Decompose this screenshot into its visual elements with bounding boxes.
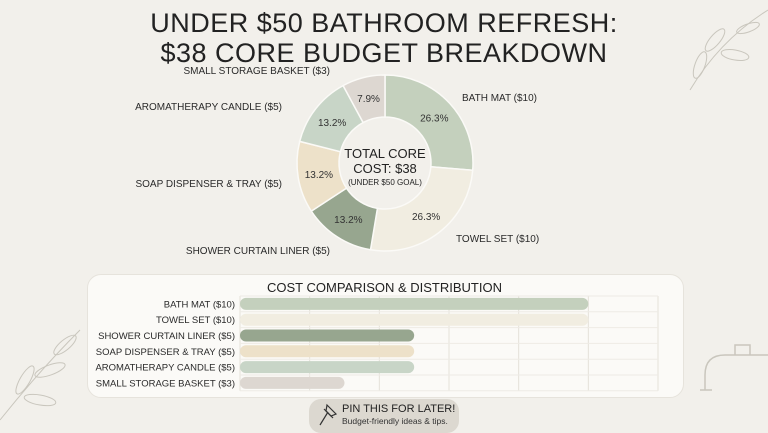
donut-center-text: TOTAL CORE — [344, 146, 426, 161]
bar-towel-set-10 — [240, 313, 589, 326]
bar-category-label: SHOWER CURTAIN LINER ($5) — [98, 331, 235, 342]
bar-small-storage-basket-3 — [240, 376, 345, 389]
faucet-icon — [700, 344, 768, 391]
donut-category-label: SMALL STORAGE BASKET ($3) — [183, 66, 330, 77]
donut-data-label: 7.9% — [357, 94, 380, 105]
donut-data-label: 26.3% — [420, 114, 448, 125]
donut-slice-towel-set-10 — [369, 165, 474, 252]
pin-title: PIN THIS FOR LATER! — [342, 403, 456, 415]
bar-aromatherapy-candle-5 — [240, 361, 415, 374]
donut-category-label: SOAP DISPENSER & TRAY ($5) — [135, 179, 282, 190]
donut-center-text: COST: $38 — [353, 161, 417, 176]
leaf-branch-top-right-icon — [689, 9, 768, 91]
bar-category-label: AROMATHERAPY CANDLE ($5) — [95, 363, 235, 374]
bar-category-label: BATH MAT ($10) — [164, 299, 235, 310]
pin-subtitle: Budget-friendly ideas & tips. — [342, 416, 448, 426]
title-line-2: $38 CORE BUDGET BREAKDOWN — [160, 38, 608, 68]
donut-category-label: TOWEL SET ($10) — [456, 234, 539, 245]
leaf-branch-bottom-left-icon — [0, 329, 81, 421]
bar-category-label: TOWEL SET ($10) — [156, 315, 235, 326]
donut-category-label: BATH MAT ($10) — [462, 93, 537, 104]
donut-data-label: 26.3% — [412, 212, 440, 223]
page-title: UNDER $50 BATHROOM REFRESH: $38 CORE BUD… — [0, 8, 768, 68]
donut-center-text: (UNDER $50 GOAL) — [348, 178, 422, 187]
bar-category-label: SOAP DISPENSER & TRAY ($5) — [96, 347, 235, 358]
donut-category-label: SHOWER CURTAIN LINER ($5) — [186, 246, 330, 257]
bar-soap-dispenser-tray-5 — [240, 345, 415, 358]
bar-shower-curtain-liner-5 — [240, 329, 415, 342]
bar-category-label: SMALL STORAGE BASKET ($3) — [96, 378, 235, 389]
donut-data-label: 13.2% — [318, 118, 346, 129]
donut-category-label: AROMATHERAPY CANDLE ($5) — [135, 102, 282, 113]
donut-slice-bath-mat-10 — [384, 74, 474, 172]
bar-chart-title: COST COMPARISON & DISTRIBUTION — [267, 280, 502, 295]
title-line-1: UNDER $50 BATHROOM REFRESH: — [150, 8, 618, 38]
donut-data-label: 13.2% — [305, 170, 333, 181]
donut-slice-small-storage-basket-3 — [342, 74, 386, 124]
bar-bath-mat-10 — [240, 297, 589, 310]
donut-data-label: 13.2% — [334, 215, 362, 226]
